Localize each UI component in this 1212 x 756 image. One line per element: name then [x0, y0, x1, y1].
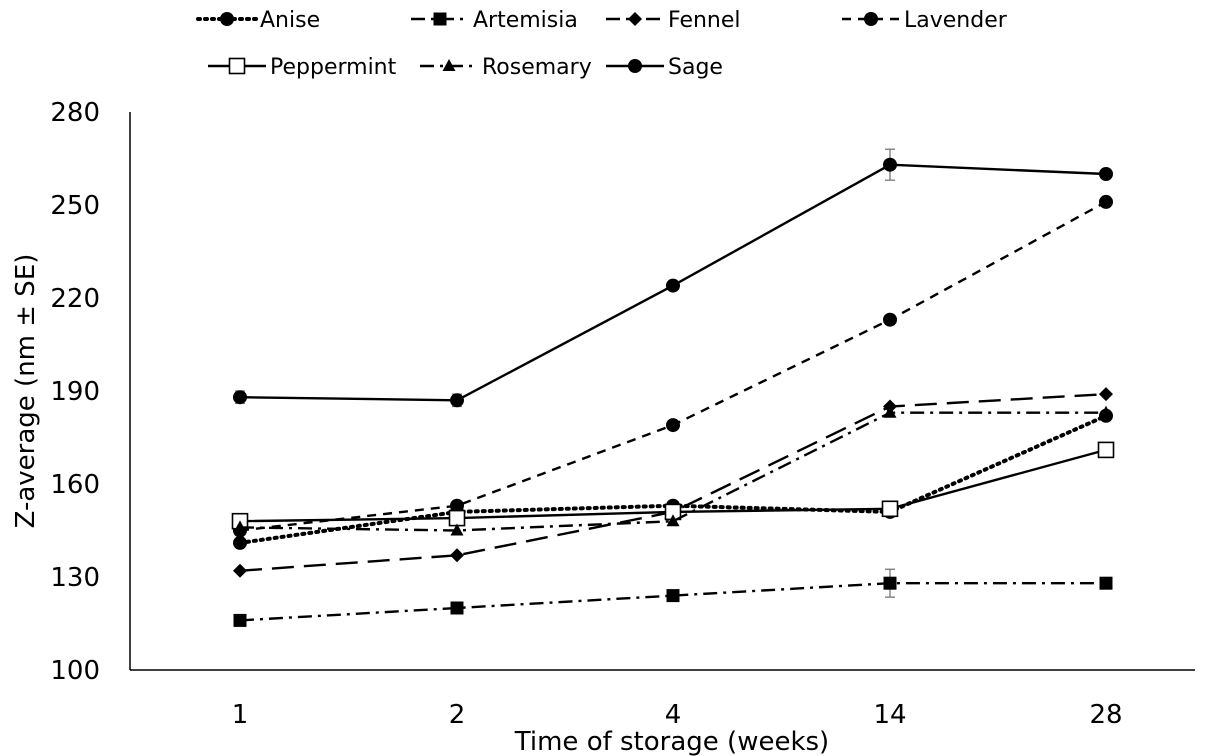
- series-line-rosemary: [239, 411, 1106, 532]
- data-point: [233, 563, 247, 578]
- y-tick-label: 250: [50, 191, 100, 221]
- series-line-lavender: [239, 200, 1107, 532]
- legend-marker: [228, 57, 246, 75]
- data-point: [666, 589, 680, 603]
- legend-label: Sage: [668, 55, 723, 80]
- y-tick-label: 280: [50, 98, 100, 128]
- y-tick-label: 130: [50, 563, 100, 593]
- data-point: [1099, 405, 1113, 418]
- legend-item-anise: Anise: [196, 8, 320, 33]
- legend-label: Anise: [260, 8, 320, 33]
- data-point: [1099, 194, 1113, 209]
- legend-item-lavender: Lavender: [842, 8, 1008, 33]
- x-tick-label: 2: [449, 700, 466, 730]
- data-point: [666, 278, 680, 293]
- data-point: [450, 523, 464, 536]
- x-axis-title: Time of storage (weeks): [514, 727, 829, 756]
- legend-marker: [433, 12, 447, 26]
- series-lavender: [233, 194, 1113, 538]
- y-tick-labels: 100 130 160 190 220 250 280: [50, 98, 100, 686]
- data-point: [1097, 441, 1115, 459]
- legend-marker: [628, 59, 642, 73]
- series-sage: [233, 148, 1113, 408]
- x-tick-label: 14: [873, 700, 906, 730]
- data-point: [448, 509, 466, 527]
- x-tick-label: 1: [232, 700, 249, 730]
- data-point: [881, 500, 899, 518]
- data-point: [450, 393, 464, 408]
- legend-marker: [628, 12, 642, 26]
- data-point: [883, 576, 897, 590]
- legend-label: Fennel: [668, 8, 741, 33]
- axes: 100 130 160 190 220 250 280 1 2 4 14 28 Z-average …: [11, 98, 1195, 756]
- data-point: [233, 535, 247, 550]
- y-tick-label: 190: [50, 377, 100, 407]
- legend-item-sage: Sage: [606, 55, 723, 80]
- legend-item-rosemary: Rosemary: [420, 55, 592, 80]
- legend-marker: [442, 59, 456, 71]
- x-tick-label: 28: [1089, 700, 1122, 730]
- series-fennel: [233, 387, 1113, 578]
- data-point: [1099, 167, 1113, 181]
- legend-item-peppermint: Peppermint: [208, 55, 397, 80]
- x-tick-label: 4: [665, 700, 682, 730]
- data-point: [1099, 387, 1113, 402]
- data-point: [450, 498, 464, 513]
- data-point: [450, 601, 464, 615]
- y-axis-title: Z-average (nm ± SE): [11, 254, 41, 529]
- plot-area: [231, 148, 1115, 627]
- data-point: [666, 418, 680, 433]
- legend-marker: [220, 12, 234, 26]
- legend-label: Rosemary: [482, 55, 592, 80]
- data-point: [883, 405, 897, 418]
- legend: Anise Artemisia Fennel Lavender Peppermint Ro…: [196, 8, 1008, 80]
- series-rosemary: [233, 405, 1113, 536]
- data-point: [666, 514, 680, 527]
- series-artemisia: [233, 568, 1113, 627]
- legend-label: Lavender: [904, 8, 1008, 33]
- data-point: [883, 157, 897, 172]
- y-tick-label: 220: [50, 284, 100, 314]
- x-tick-labels: 1 2 4 14 28: [232, 700, 1123, 730]
- data-point: [233, 613, 247, 627]
- y-tick-label: 160: [50, 470, 100, 500]
- data-point: [233, 520, 247, 533]
- legend-item-fennel: Fennel: [606, 8, 741, 33]
- data-point: [450, 548, 464, 563]
- data-point: [233, 390, 247, 405]
- legend-item-artemisia: Artemisia: [411, 8, 578, 33]
- data-point: [883, 312, 897, 327]
- y-tick-label: 100: [50, 656, 100, 686]
- legend-marker: [864, 12, 878, 26]
- legend-label: Peppermint: [270, 55, 397, 80]
- data-point: [1099, 576, 1113, 590]
- legend-label: Artemisia: [473, 8, 578, 33]
